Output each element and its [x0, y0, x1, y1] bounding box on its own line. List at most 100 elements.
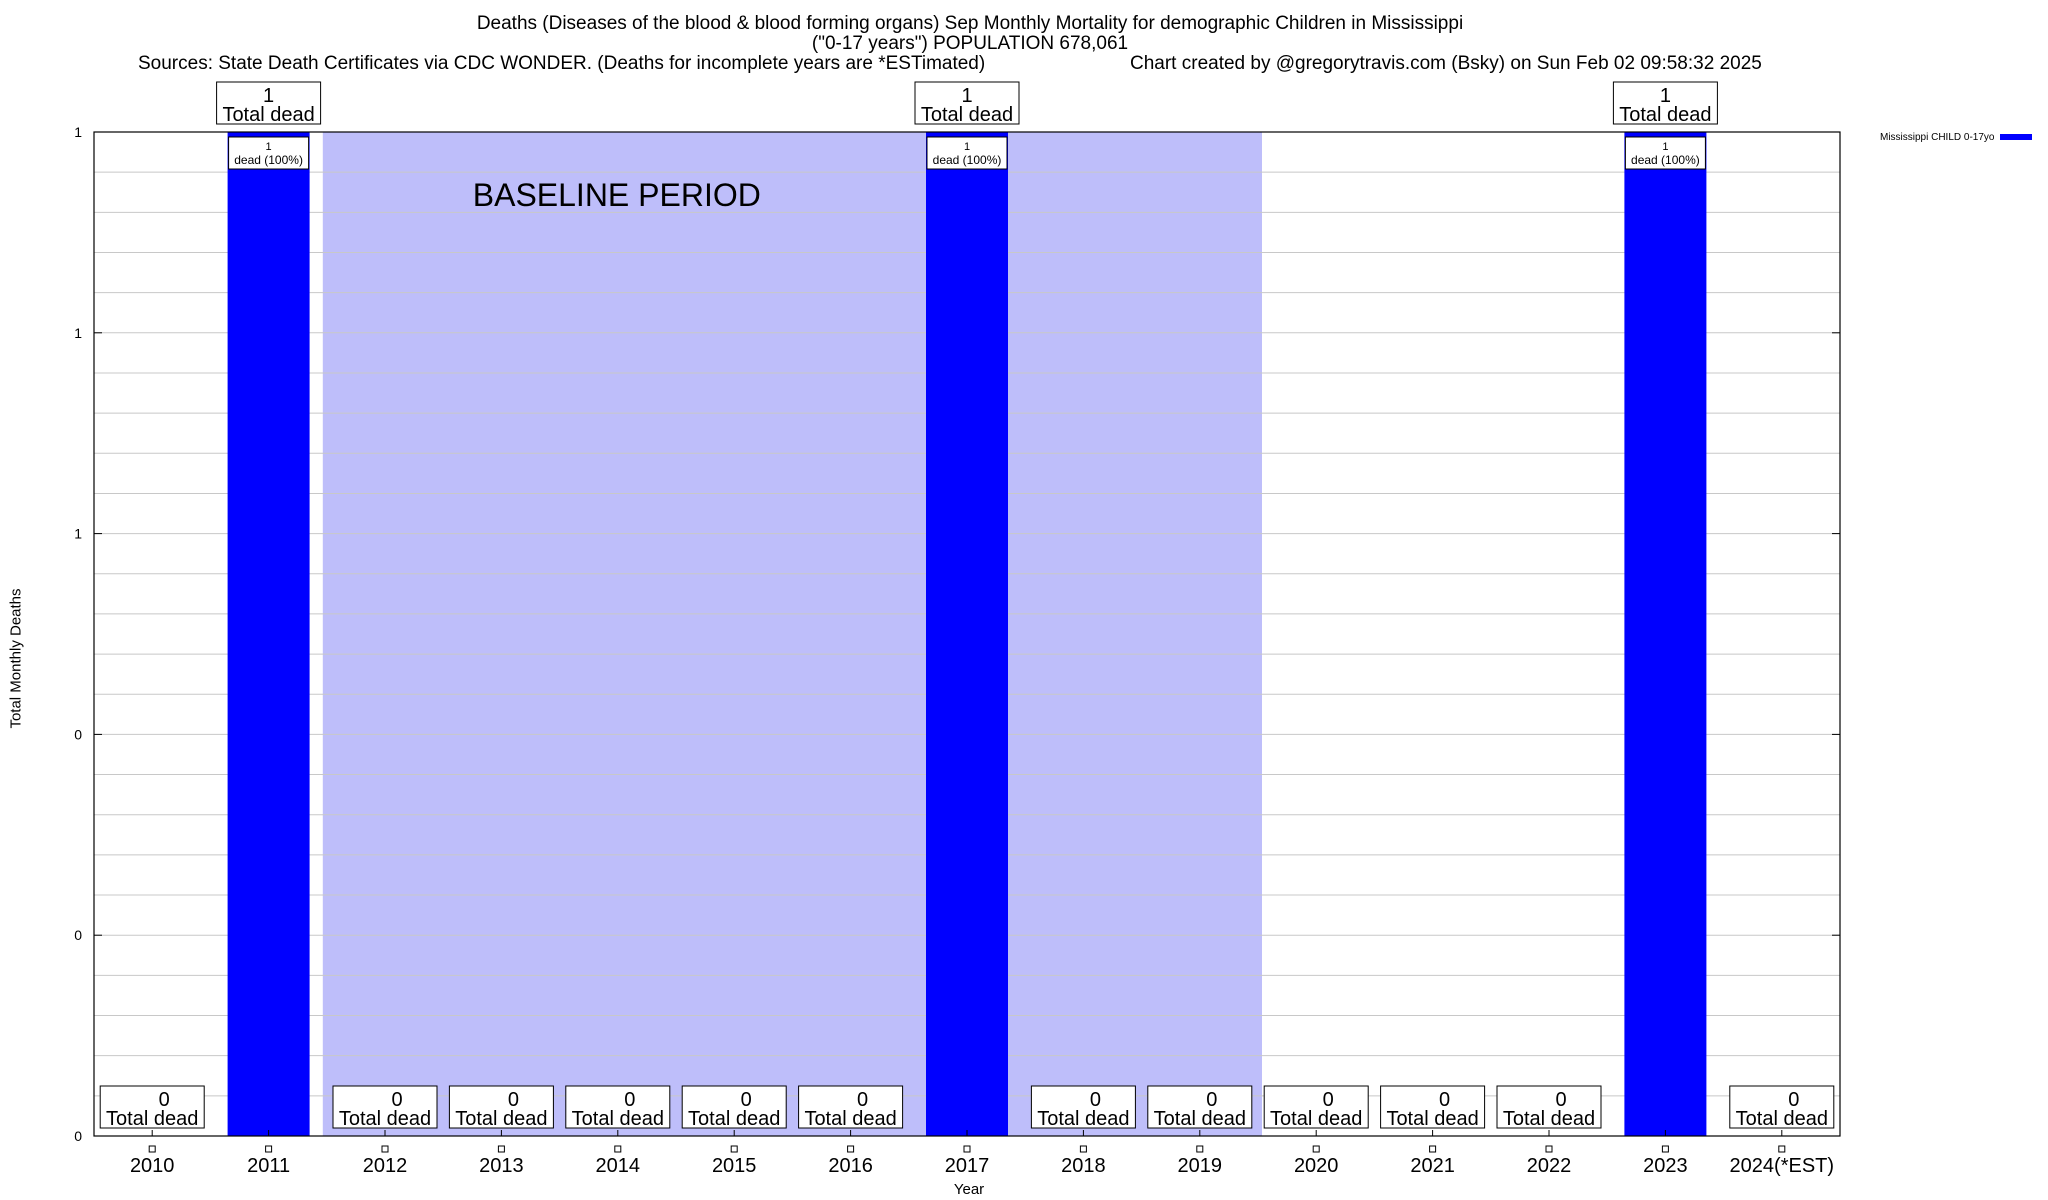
x-marker [1778, 1145, 1786, 1153]
x-marker [1545, 1145, 1553, 1153]
x-tick-label: 2019 [1178, 1155, 1223, 1177]
total-dead-label: Total dead [339, 1108, 431, 1130]
total-dead-box [332, 1085, 438, 1129]
total-dead-value: 1 [263, 85, 274, 107]
x-tick-label: 2011 [247, 1155, 290, 1177]
total-dead-box [1729, 1085, 1835, 1129]
x-tick-label: 2016 [828, 1155, 873, 1177]
total-dead-label: Total dead [688, 1108, 780, 1130]
total-dead-label: Total dead [1270, 1108, 1362, 1130]
x-tick-label: 2013 [479, 1155, 524, 1177]
x-marker [963, 1145, 971, 1153]
x-marker [614, 1145, 622, 1153]
bar [1624, 132, 1707, 1136]
total-dead-value: 0 [391, 1089, 402, 1111]
y-tick-label: 0 [74, 1128, 82, 1144]
total-dead-label: Total dead [455, 1108, 547, 1130]
total-dead-value: 0 [508, 1089, 519, 1111]
bar-inner-value: 1 [266, 141, 272, 153]
total-dead-value: 0 [1323, 1089, 1334, 1111]
total-dead-box [1263, 1085, 1369, 1129]
x-marker [265, 1145, 273, 1153]
y-tick-label: 1 [74, 526, 82, 542]
total-dead-label: Total dead [222, 104, 314, 126]
total-dead-box [1380, 1085, 1486, 1129]
total-dead-label: Total dead [1386, 1108, 1478, 1130]
y-tick-label: 0 [74, 726, 82, 742]
total-dead-label: Total dead [1619, 104, 1711, 126]
total-dead-label: Total dead [1154, 1108, 1246, 1130]
x-axis-label: Year [953, 1181, 985, 1198]
x-marker [1661, 1145, 1669, 1153]
total-dead-label: Total dead [106, 1108, 198, 1130]
total-dead-box [216, 81, 322, 125]
total-dead-value: 0 [1555, 1089, 1566, 1111]
total-dead-value: 0 [857, 1089, 868, 1111]
x-tick-label: 2022 [1527, 1155, 1572, 1177]
total-dead-value: 1 [1660, 85, 1671, 107]
total-dead-label: Total dead [572, 1108, 664, 1130]
x-marker [148, 1145, 156, 1153]
total-dead-label: Total dead [1736, 1108, 1828, 1130]
total-dead-box [681, 1085, 787, 1129]
x-tick-label: 2014 [596, 1155, 641, 1177]
total-dead-box [99, 1085, 205, 1129]
baseline-period-label: BASELINE PERIOD [473, 177, 761, 213]
total-dead-box [1147, 1085, 1253, 1129]
plot-border [93, 131, 1841, 1137]
total-dead-label: Total dead [1037, 1108, 1129, 1130]
bar-inner-label-box [228, 136, 310, 170]
x-tick-label: 2023 [1643, 1155, 1688, 1177]
total-dead-value: 1 [961, 85, 972, 107]
total-dead-value: 0 [624, 1089, 635, 1111]
total-dead-value: 0 [1090, 1089, 1101, 1111]
bar-inner-label: dead (100%) [1631, 153, 1700, 167]
bar-inner-label: dead (100%) [933, 153, 1002, 167]
x-marker [1079, 1145, 1087, 1153]
bar-inner-label: dead (100%) [234, 153, 303, 167]
total-dead-value: 0 [1206, 1089, 1217, 1111]
x-tick-label: 2010 [130, 1155, 175, 1177]
x-tick-label: 2018 [1061, 1155, 1106, 1177]
x-tick-label: 2020 [1294, 1155, 1339, 1177]
x-marker [381, 1145, 389, 1153]
total-dead-label: Total dead [1503, 1108, 1595, 1130]
total-dead-value: 0 [159, 1089, 170, 1111]
total-dead-box [1496, 1085, 1602, 1129]
x-tick-label: 2012 [363, 1155, 408, 1177]
x-tick-label: 2021 [1410, 1155, 1455, 1177]
x-marker [1196, 1145, 1204, 1153]
total-dead-value: 0 [1788, 1089, 1799, 1111]
total-dead-box [565, 1085, 671, 1129]
x-tick-label: 2015 [712, 1155, 757, 1177]
bar [227, 132, 310, 1136]
legend-label: Mississippi CHILD 0-17yo [1880, 132, 1995, 143]
bar [926, 132, 1008, 1136]
total-dead-box [914, 81, 1020, 125]
bar-inner-value: 1 [964, 141, 970, 153]
bar-inner-label-box [1624, 136, 1706, 170]
baseline-period-band [322, 132, 1262, 1136]
total-dead-box [1030, 1085, 1136, 1129]
x-marker [730, 1145, 738, 1153]
y-tick-label: 1 [74, 325, 82, 341]
chart-sources: Sources: State Death Certificates via CD… [138, 53, 986, 74]
x-marker [847, 1145, 855, 1153]
total-dead-label: Total dead [804, 1108, 896, 1130]
bar-inner-label-box [926, 136, 1008, 170]
total-dead-value: 0 [741, 1089, 752, 1111]
x-marker [1429, 1145, 1437, 1153]
total-dead-label: Total dead [921, 104, 1013, 126]
total-dead-box [448, 1085, 554, 1129]
total-dead-value: 0 [1439, 1089, 1450, 1111]
x-marker [497, 1145, 505, 1153]
legend-swatch [2000, 134, 2033, 141]
total-dead-box [1612, 81, 1718, 125]
y-tick-label: 0 [74, 927, 82, 943]
total-dead-box [798, 1085, 904, 1129]
x-tick-label: 2024(*EST) [1730, 1155, 1835, 1177]
x-tick-label: 2017 [945, 1155, 990, 1177]
chart-credit: Chart created by @gregorytravis.com (Bsk… [1130, 53, 1762, 74]
x-marker [1312, 1145, 1320, 1153]
